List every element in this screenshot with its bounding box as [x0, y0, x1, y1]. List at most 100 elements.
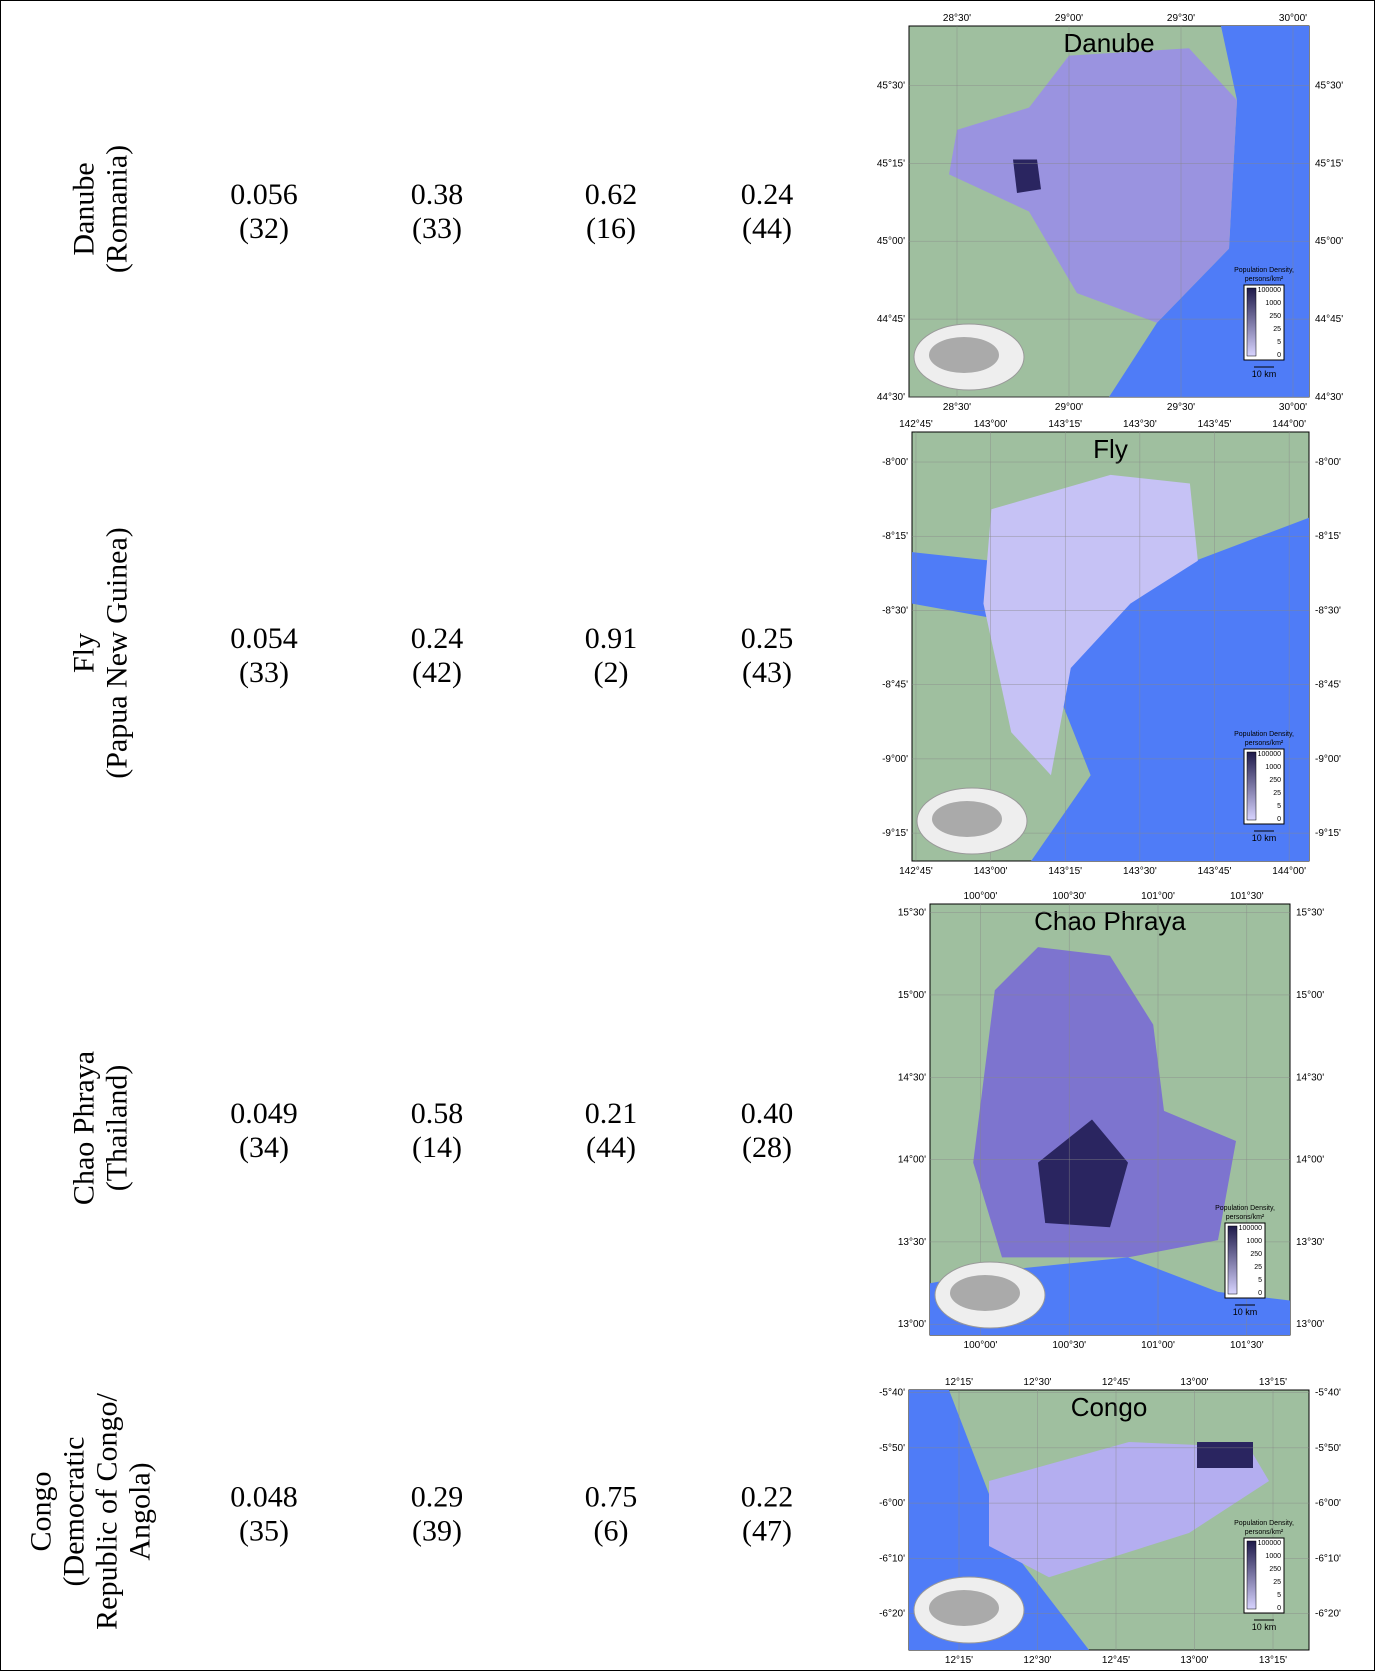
legend-title: Population Density, [1215, 1205, 1275, 1212]
lat-label: 13°30' [898, 1237, 926, 1248]
lat-label: -6°20' [879, 1609, 905, 1620]
legend-tick: 100000 [1258, 287, 1281, 294]
lon-label: 29°30' [1167, 13, 1195, 24]
legend-tick: 25 [1254, 1264, 1262, 1271]
legend-tick: 1000 [1246, 1238, 1262, 1245]
cell-rank: (43) [742, 656, 792, 689]
legend-tick: 250 [1269, 313, 1281, 320]
name-line: Fly [68, 633, 101, 673]
lat-label: 44°45' [1315, 314, 1343, 325]
lat-label: -8°30' [1315, 605, 1341, 616]
cell-rank: (42) [412, 656, 462, 689]
lon-label: 13°00' [1180, 1655, 1208, 1666]
cell-rank: (47) [742, 1515, 792, 1548]
legend-title: Population Density, [1234, 267, 1294, 274]
name-line: Republic of Congo/ [91, 1393, 124, 1630]
cell-rank: (14) [412, 1131, 462, 1164]
legend-bar [1247, 288, 1256, 356]
lon-label: 12°15' [945, 1655, 973, 1666]
lon-label: 100°00' [964, 891, 998, 902]
legend-title: persons/km² [1245, 1529, 1284, 1536]
lat-label: -9°00' [1315, 754, 1341, 765]
lon-label: 12°45' [1102, 1655, 1130, 1666]
legend-title: persons/km² [1245, 276, 1284, 283]
legend-tick: 25 [1273, 326, 1281, 333]
lon-label: 143°15' [1048, 419, 1082, 430]
legend-tick: 5 [1258, 1277, 1262, 1284]
lon-label: 143°15' [1048, 866, 1082, 877]
lat-label: -8°45' [882, 680, 908, 691]
legend-title: Population Density, [1234, 731, 1294, 738]
lat-label: -5°40' [1315, 1388, 1341, 1399]
lat-label: -6°00' [879, 1498, 905, 1509]
cell-value: 0.29 [411, 1481, 464, 1514]
lon-label: 13°15' [1259, 1377, 1287, 1388]
lon-label: 29°00' [1055, 402, 1083, 413]
name-line: (Papua New Guinea) [101, 527, 134, 779]
legend-tick: 5 [1277, 1592, 1281, 1599]
lon-label: 30°00' [1279, 402, 1307, 413]
lat-label: -8°00' [1315, 457, 1341, 468]
lat-label: 15°30' [898, 908, 926, 919]
cell-rank: (39) [412, 1515, 462, 1548]
cell-rank: (28) [742, 1131, 792, 1164]
lat-label: -9°15' [882, 828, 908, 839]
row-name: Chao Phraya(Thailand) [68, 1051, 134, 1205]
lon-label: 13°15' [1259, 1655, 1287, 1666]
lon-label: 100°00' [964, 1340, 998, 1351]
cell-value: 0.049 [230, 1097, 298, 1130]
legend-title: persons/km² [1245, 740, 1284, 747]
cell-rank: (32) [239, 212, 289, 245]
legend-bar [1228, 1226, 1237, 1294]
lat-label: -6°10' [1315, 1553, 1341, 1564]
lon-label: 30°00' [1279, 13, 1307, 24]
world-land [929, 337, 999, 373]
lat-label: -8°15' [882, 531, 908, 542]
lon-label: 143°30' [1123, 866, 1157, 877]
scale-label: 10 km [1252, 369, 1277, 379]
legend-tick: 100000 [1258, 1540, 1281, 1547]
cell-value: 0.056 [230, 178, 298, 211]
name-line: Danube [68, 162, 101, 255]
lon-label: 100°30' [1052, 1340, 1086, 1351]
lat-label: 13°00' [898, 1319, 926, 1330]
lat-label: -5°50' [1315, 1443, 1341, 1454]
lon-label: 142°45' [899, 866, 933, 877]
lon-label: 143°00' [974, 866, 1008, 877]
lat-label: -6°10' [879, 1553, 905, 1564]
map-title: Fly [1093, 434, 1128, 464]
legend-tick: 5 [1277, 803, 1281, 810]
cell-rank: (6) [594, 1515, 629, 1548]
map-title: Danube [1063, 28, 1154, 58]
lon-label: 143°00' [974, 419, 1008, 430]
name-line: Congo [25, 1471, 58, 1551]
lat-label: 14°00' [898, 1155, 926, 1166]
scale-label: 10 km [1252, 1622, 1277, 1632]
cell-value: 0.054 [230, 622, 298, 655]
legend-tick: 100000 [1239, 1225, 1262, 1232]
lon-label: 144°00' [1272, 866, 1306, 877]
name-line: (Democratic [58, 1437, 91, 1587]
legend-tick: 250 [1250, 1251, 1262, 1258]
name-line: Chao Phraya [68, 1051, 101, 1205]
cell-value: 0.58 [411, 1097, 464, 1130]
legend-tick: 0 [1277, 352, 1281, 359]
scale-label: 10 km [1233, 1307, 1258, 1317]
cell-rank: (33) [412, 212, 462, 245]
lon-label: 101°30' [1230, 1340, 1264, 1351]
cell-rank: (16) [586, 212, 636, 245]
world-land [929, 1590, 999, 1626]
cell-value: 0.91 [585, 622, 638, 655]
map-density-high [1013, 160, 1041, 193]
lon-label: 12°45' [1102, 1377, 1130, 1388]
legend-tick: 250 [1269, 777, 1281, 784]
page: Danube(Romania)0.056(32)0.38(33)0.62(16)… [0, 0, 1375, 1671]
lat-label: 45°00' [1315, 236, 1343, 247]
lat-label: 13°00' [1296, 1319, 1324, 1330]
lat-label: -9°15' [1315, 828, 1341, 839]
lon-label: 29°30' [1167, 402, 1195, 413]
row-name: Danube(Romania) [68, 145, 134, 273]
cell-value: 0.24 [411, 622, 464, 655]
legend-tick: 5 [1277, 339, 1281, 346]
lon-label: 28°30' [943, 13, 971, 24]
